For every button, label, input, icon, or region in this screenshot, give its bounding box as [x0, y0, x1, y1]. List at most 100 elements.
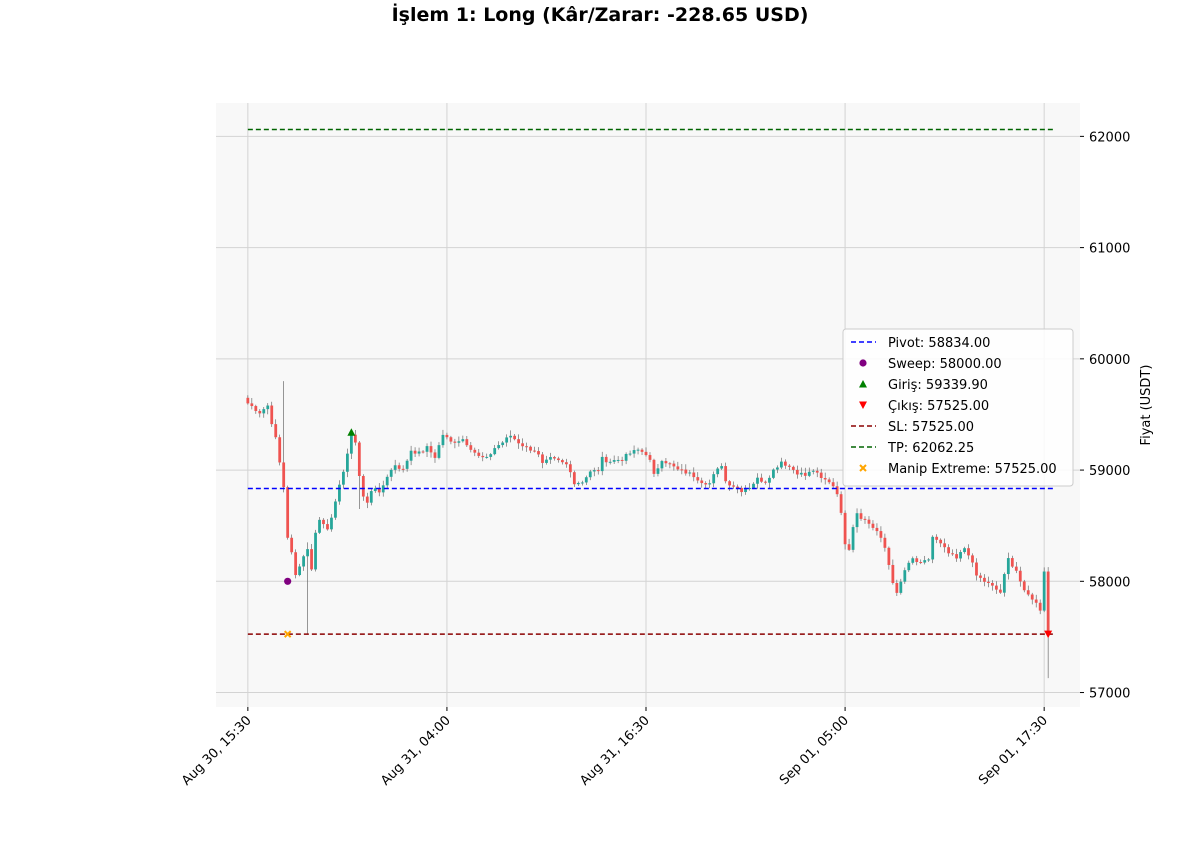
candle-body: [537, 451, 540, 455]
candle-body: [250, 403, 254, 407]
candle-body: [787, 465, 791, 467]
candle-body: [365, 496, 369, 503]
candle-body: [744, 489, 747, 493]
candle-body: [640, 449, 644, 452]
candle-body: [369, 491, 373, 503]
candle-body: [568, 464, 572, 473]
candle-body: [1046, 571, 1050, 633]
candle-body: [489, 454, 493, 457]
candle-body: [557, 458, 560, 461]
candle-body: [943, 543, 947, 548]
candle-body: [397, 465, 401, 469]
candle-body: [772, 469, 775, 478]
candle-body: [457, 441, 461, 443]
candle-body: [596, 470, 600, 472]
candle-body: [1006, 558, 1010, 575]
candle-body: [903, 570, 907, 582]
candle-body: [322, 519, 325, 525]
candle-body: [839, 494, 843, 513]
candle-body: [274, 424, 278, 438]
candle-body: [732, 485, 735, 487]
candle-body: [461, 439, 465, 442]
candle-body: [465, 439, 469, 446]
x-tick-label: Aug 30, 15:30: [179, 713, 255, 789]
candle-body: [919, 562, 923, 564]
candle-body: [600, 456, 604, 472]
candle-body: [473, 449, 477, 453]
candle-body: [716, 468, 720, 475]
candle-body: [342, 471, 345, 485]
legend-label: SL: 57525.00: [888, 420, 974, 435]
candle-body: [895, 582, 899, 593]
candle-body: [636, 449, 640, 451]
candle-body: [604, 456, 608, 463]
candle-body: [377, 488, 381, 493]
candle-body: [616, 459, 620, 461]
candle-body: [927, 559, 931, 561]
candle-body: [286, 487, 290, 538]
candle-body: [608, 461, 612, 463]
y-tick-label: 58000: [1089, 575, 1130, 590]
candle-body: [533, 450, 536, 452]
candle-body: [855, 513, 859, 528]
candle-body: [748, 487, 751, 490]
candle-body: [393, 465, 397, 470]
candle-body: [811, 470, 815, 472]
candle-body: [994, 585, 998, 590]
candle-body: [835, 486, 839, 495]
x-tick-label: Sep 01, 05:00: [777, 713, 852, 788]
candle-body: [1002, 574, 1006, 593]
candle-body: [294, 552, 298, 576]
candle-body: [449, 437, 453, 442]
candle-body: [361, 475, 365, 497]
candle-body: [1038, 602, 1042, 611]
x-marker-stroke: [283, 630, 292, 638]
candle-body: [911, 558, 915, 563]
candle-body: [561, 460, 564, 463]
candle-body: [505, 437, 509, 443]
candle-body: [752, 483, 755, 488]
candle-body: [385, 476, 389, 486]
candle-body: [389, 469, 393, 477]
candle-body: [975, 562, 978, 576]
y-tick-label: 61000: [1089, 242, 1130, 257]
candle-body: [776, 467, 779, 470]
candle-body: [1014, 566, 1018, 571]
candle-body: [509, 435, 513, 438]
candle-body: [891, 564, 895, 583]
candle-body: [485, 456, 489, 458]
candle-body: [660, 461, 664, 469]
candle-body: [445, 434, 449, 438]
candle-body: [525, 446, 528, 448]
y-tick-label: 59000: [1089, 464, 1130, 479]
candle-body: [899, 581, 903, 593]
legend-label: Giriş: 59339.90: [888, 378, 988, 393]
candle-body: [529, 446, 532, 451]
candle-body: [728, 481, 732, 486]
candle-body: [310, 549, 313, 570]
candle-body: [326, 524, 329, 530]
candle-body: [1018, 570, 1022, 582]
candle-body: [314, 532, 317, 570]
candle-body: [584, 477, 588, 483]
candle-body: [628, 453, 632, 455]
legend-swatch: [859, 401, 867, 409]
candle-body: [612, 460, 616, 462]
candle-body: [437, 445, 441, 458]
candle-body: [564, 462, 568, 465]
candle-body: [545, 459, 548, 463]
candle-body: [951, 553, 954, 555]
candle-body: [760, 477, 763, 482]
legend-label: Sweep: 58000.00: [888, 357, 1002, 372]
candle-body: [493, 448, 497, 455]
legend-box: [842, 328, 1074, 487]
candle-body: [998, 589, 1002, 593]
candle-body: [907, 562, 911, 571]
candle-body: [875, 527, 879, 532]
candle-body: [417, 451, 421, 454]
candle-body: [656, 468, 660, 474]
candle-body: [373, 488, 377, 492]
candle-body: [345, 453, 349, 472]
candle-body: [357, 442, 361, 476]
candle-body: [644, 451, 648, 456]
